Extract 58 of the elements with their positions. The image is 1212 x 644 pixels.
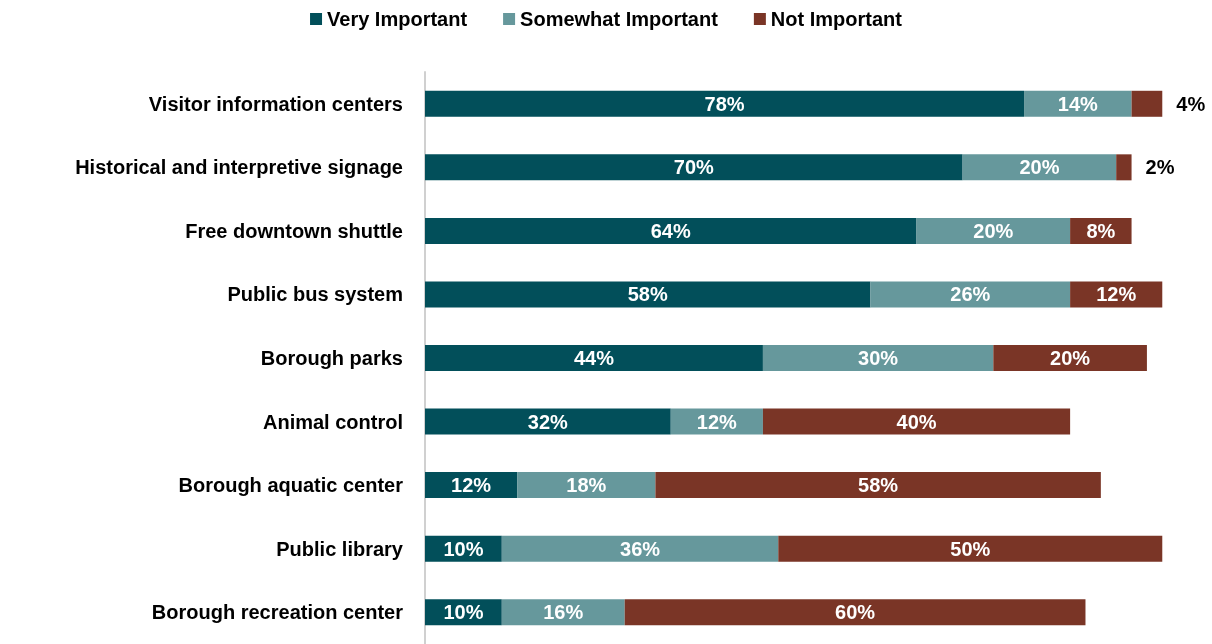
data-label: 12%: [1096, 283, 1137, 306]
legend-label: Very Important: [327, 8, 468, 30]
data-label: 14%: [1057, 92, 1099, 115]
data-label: 36%: [620, 537, 661, 560]
data-label: 30%: [858, 347, 899, 369]
data-label: 58%: [627, 283, 668, 306]
bar: [425, 154, 963, 181]
y-tick-label: Visitor information centers: [148, 92, 403, 115]
data-label: 78%: [704, 92, 745, 115]
data-label: 40%: [896, 410, 937, 433]
bar: [916, 217, 1071, 244]
bar: [993, 345, 1147, 371]
y-tick-label: Historical and interpretive signage: [75, 156, 403, 179]
data-label: 44%: [573, 347, 615, 369]
bar: [1116, 154, 1132, 181]
data-label: 20%: [973, 219, 1014, 242]
bar: [962, 154, 1117, 181]
data-label: 12%: [696, 410, 738, 433]
bar: [762, 345, 994, 371]
data-label: 58%: [858, 474, 899, 497]
bar: [425, 217, 917, 244]
y-tick-label: Animal control: [262, 410, 403, 433]
data-label: 50%: [950, 537, 991, 560]
data-label: 18%: [566, 474, 607, 497]
data-label: 60%: [835, 601, 876, 624]
data-label: 32%: [527, 410, 569, 433]
legend-label: Not Important: [770, 8, 903, 30]
legend-label: Somewhat Important: [520, 8, 719, 30]
bar: [425, 408, 671, 435]
data-label: 70%: [673, 156, 715, 179]
bar: [425, 345, 763, 371]
data-label: 20%: [1019, 156, 1060, 179]
data-label: 2%: [1145, 156, 1175, 179]
bar: [1131, 90, 1163, 117]
bar: [501, 535, 779, 562]
data-label: 10%: [443, 601, 484, 624]
bar: [655, 472, 1101, 499]
bar: [762, 408, 1071, 435]
data-label: 4%: [1176, 92, 1206, 115]
y-tick-label: Public library: [276, 537, 404, 560]
y-tick-label: Free downtown shuttle: [185, 219, 403, 242]
data-label: 16%: [543, 601, 584, 624]
y-tick-label: Borough parks: [260, 347, 403, 369]
y-tick-label: Borough recreation center: [151, 601, 404, 624]
data-label: 20%: [1050, 347, 1091, 369]
bar: [870, 281, 1071, 308]
bar: [425, 90, 1025, 117]
y-tick-label: Borough aquatic center: [178, 474, 404, 497]
data-label: 26%: [950, 283, 991, 306]
bar: [778, 535, 1163, 562]
data-label: 8%: [1086, 219, 1116, 242]
data-label: 12%: [451, 474, 492, 497]
bar: [624, 599, 1086, 626]
data-label: 64%: [650, 219, 691, 242]
bar: [425, 281, 871, 308]
y-tick-label: Public bus system: [227, 283, 403, 306]
data-label: 10%: [443, 537, 484, 560]
bar: [517, 472, 656, 499]
